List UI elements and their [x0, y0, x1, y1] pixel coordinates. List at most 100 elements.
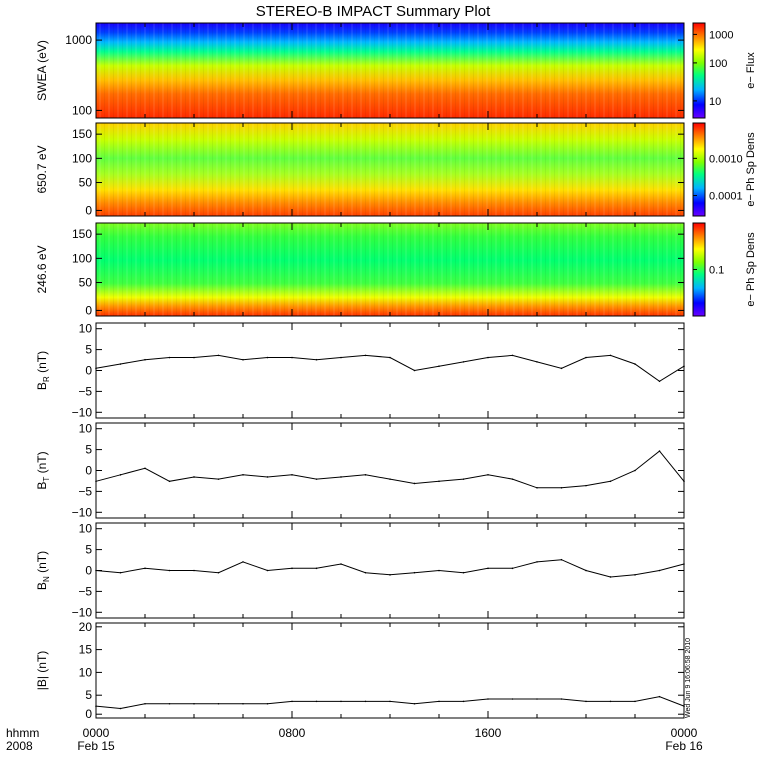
trace-point — [438, 569, 440, 572]
y-tick-label: 10 — [79, 522, 93, 536]
trace-point — [413, 482, 416, 485]
trace-point — [340, 563, 342, 565]
trace-point — [560, 698, 563, 700]
y-axis-label: 246.6 eV — [35, 245, 49, 293]
y-tick-label: 5 — [85, 343, 92, 357]
trace-point — [536, 486, 538, 489]
trace-point — [634, 574, 636, 576]
trace-point — [658, 695, 661, 698]
trace-point — [389, 574, 391, 576]
trace-point — [462, 478, 465, 480]
trace-point — [340, 356, 342, 359]
colorbar-tick-label: 0.0010 — [709, 153, 743, 165]
panel-2: 0.1 e− Ph Sp Dens 246.6 eV 150 100 50 0 — [35, 222, 757, 317]
trace-point — [217, 571, 220, 574]
trace-point — [364, 571, 367, 574]
y-tick-label: 150 — [72, 127, 92, 141]
trace-point — [585, 569, 587, 572]
colorbar-tick-label: 0.0001 — [709, 191, 743, 203]
trace-point — [658, 380, 661, 383]
colorbar-scale-0 — [692, 22, 706, 119]
trace-point — [217, 478, 220, 480]
trace-point — [119, 363, 122, 365]
trace-point — [462, 361, 465, 363]
plot-title: STEREO-B IMPACT Summary Plot — [256, 3, 491, 20]
y-tick-label: 150 — [72, 227, 92, 241]
trace-point — [438, 700, 440, 703]
colorbar-tick-label: 10 — [709, 96, 721, 108]
trace-point — [340, 476, 342, 478]
trace-point — [609, 700, 612, 703]
colorbar-2: 0.1 e− Ph Sp Dens — [692, 222, 757, 317]
x-tick-date-0: Feb 15 — [77, 739, 115, 753]
trace-point — [217, 702, 220, 705]
panel-6: |B| (nT) 20 15 10 5 0 — [35, 620, 685, 721]
trace-point — [266, 569, 269, 572]
y-tick-label: 5 — [85, 443, 92, 457]
y-tick-label: 0 — [85, 203, 92, 217]
trace-point — [487, 356, 489, 359]
y-tick-label: 5 — [85, 688, 92, 702]
y-axis-label: |B| (nT) — [35, 651, 49, 691]
panel-frame-4 — [95, 422, 685, 519]
trace-point — [560, 486, 563, 489]
trace-point — [511, 698, 514, 700]
panel-frame-3 — [95, 322, 685, 419]
x-row1-label: hhmm — [6, 726, 39, 740]
trace-point — [487, 474, 489, 476]
trace-point — [364, 700, 367, 703]
trace-point — [119, 474, 122, 476]
trace-point — [144, 567, 146, 570]
trace-point — [389, 700, 391, 703]
trace-point — [193, 569, 195, 572]
trace-point — [315, 358, 318, 361]
trace-point — [315, 567, 318, 570]
trace-point — [585, 484, 587, 487]
panel-4: BT (nT) 10 5 0 −5 −10 — [35, 422, 685, 519]
trace-point — [462, 700, 465, 703]
x-tick-label-3: 0000 — [671, 726, 698, 740]
x-tick-date-3: Feb 16 — [665, 739, 703, 753]
trace-point — [266, 356, 269, 359]
side-stamp: Wed Jun 9 16:06:58 2010 — [685, 638, 692, 718]
trace-point — [119, 707, 122, 710]
trace-point — [634, 363, 636, 365]
y-tick-label: 0 — [85, 464, 92, 478]
trace-point — [438, 365, 440, 367]
y-tick-label: 10 — [79, 422, 93, 436]
trace-line-3 — [95, 354, 685, 382]
trace-point — [266, 476, 269, 478]
trace-point — [340, 700, 342, 703]
y-tick-label: 50 — [79, 276, 93, 290]
x-tick-label-1: 0800 — [279, 726, 306, 740]
trace-point — [217, 354, 220, 357]
trace-point — [144, 358, 146, 361]
colorbar-label: e− Flux — [745, 52, 757, 89]
trace-point — [364, 354, 367, 357]
x-tick-label-0: 0000 — [83, 726, 110, 740]
trace-point — [242, 474, 244, 476]
trace-point — [536, 698, 538, 700]
trace-point — [462, 571, 465, 574]
colorbar-tick-label: 1000 — [709, 29, 733, 41]
trace-point — [193, 702, 195, 705]
y-tick-label: 100 — [72, 103, 92, 117]
trace-point — [193, 356, 195, 359]
trace-point — [511, 354, 514, 357]
trace-point — [168, 569, 171, 572]
y-tick-label: 0 — [85, 303, 92, 317]
trace-point — [242, 702, 244, 705]
y-axis-label: BR (nT) — [35, 351, 51, 390]
trace-point — [560, 367, 563, 370]
y-axis-label: BN (nT) — [35, 551, 51, 590]
trace-point — [266, 702, 269, 705]
x-row2-label: 2008 — [6, 739, 33, 753]
colorbar-tick-label: 100 — [709, 58, 727, 70]
panel-3: BR (nT) 10 5 0 −5 −10 — [35, 322, 685, 419]
trace-point — [585, 700, 587, 703]
trace-point — [658, 569, 661, 572]
y-tick-label: 0 — [85, 707, 92, 721]
trace-point — [487, 698, 489, 700]
trace-point — [511, 567, 514, 570]
y-tick-label: −10 — [72, 405, 93, 419]
